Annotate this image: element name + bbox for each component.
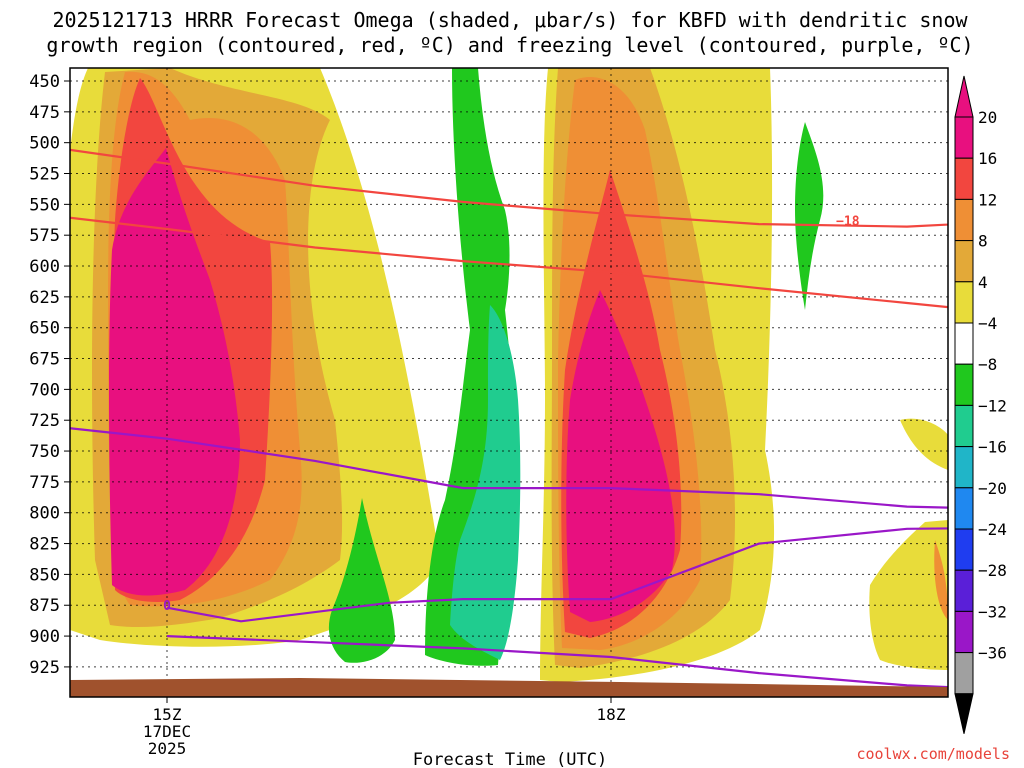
colorbar-label: 8 bbox=[978, 232, 988, 251]
x-tick-label: 18Z bbox=[597, 705, 626, 724]
omega-region-extra-3 bbox=[934, 540, 948, 620]
colorbar-label: −32 bbox=[978, 602, 1007, 621]
colorbar: 20 16 12 8 4 −4 −8 −12 −16 −20 −24 −28 −32 −36 bbox=[954, 75, 1007, 734]
plot-frame bbox=[69, 67, 949, 698]
dgz-contour-label: −18 bbox=[836, 214, 860, 229]
y-tick-label: 825 bbox=[29, 535, 60, 555]
colorbar-label: −20 bbox=[978, 479, 1007, 498]
colorbar-segment bbox=[954, 116, 974, 159]
x-tick-label: 15Z bbox=[153, 705, 182, 724]
y-tick-label: 550 bbox=[29, 195, 60, 215]
colorbar-segment bbox=[954, 363, 974, 406]
y-tick-label: 725 bbox=[29, 411, 60, 431]
y-tick-label: 625 bbox=[29, 288, 60, 308]
colorbar-label: 16 bbox=[978, 149, 997, 168]
y-tick-label: 450 bbox=[29, 72, 60, 92]
colorbar-segment bbox=[954, 240, 974, 283]
colorbar-segment bbox=[954, 198, 974, 242]
colorbar-label: 20 bbox=[978, 108, 997, 127]
colorbar-label: −24 bbox=[978, 520, 1007, 539]
colorbar-label: −12 bbox=[978, 396, 1007, 415]
y-tick-label: 850 bbox=[29, 565, 60, 585]
colorbar-segment bbox=[954, 528, 974, 571]
x-tick-year: 2025 bbox=[148, 739, 187, 758]
y-tick-label: 600 bbox=[29, 257, 60, 277]
chart-title-line2: growth region (contoured, red, ºC) and f… bbox=[46, 33, 973, 57]
y-tick-label: 575 bbox=[29, 226, 60, 246]
plot-content: −18−1200 bbox=[70, 68, 948, 697]
omega-region-13 bbox=[328, 498, 395, 663]
x-tick-date: 17DEC bbox=[143, 722, 191, 741]
freezing-level-contour-label: 0 bbox=[163, 599, 171, 614]
colorbar-segment bbox=[954, 569, 974, 612]
colorbar-label: −8 bbox=[978, 355, 997, 374]
omega-region-extra-1 bbox=[869, 520, 948, 670]
colorbar-label: 12 bbox=[978, 190, 997, 209]
y-tick-label: 650 bbox=[29, 319, 60, 339]
plot-area: −18−1200 bbox=[69, 67, 949, 698]
site-credit[interactable]: coolwx.com/models bbox=[856, 745, 1010, 763]
terrain-ground bbox=[70, 678, 948, 697]
colorbar-segment bbox=[954, 652, 974, 695]
freezing-level-contour-line bbox=[166, 635, 948, 689]
y-tick-label: 475 bbox=[29, 103, 60, 123]
colorbar-label: 4 bbox=[978, 273, 988, 292]
chart-title-line1: 2025121713 HRRR Forecast Omega (shaded, … bbox=[52, 8, 968, 32]
x-axis-label: Forecast Time (UTC) bbox=[413, 750, 607, 768]
y-tick-label: 675 bbox=[29, 350, 60, 370]
grid-lines bbox=[70, 68, 948, 697]
x-axis: 15Z17DEC202518Z21Z00Z18DEC03Z06Z bbox=[143, 697, 626, 758]
omega-region-5 bbox=[109, 148, 240, 596]
colorbar-bottom-arrow bbox=[954, 693, 974, 734]
colorbar-segment bbox=[954, 610, 974, 654]
dgz-contour-line bbox=[70, 148, 948, 228]
y-tick-label: 525 bbox=[29, 165, 60, 185]
y-tick-label: 750 bbox=[29, 442, 60, 462]
omega-region-12 bbox=[450, 305, 521, 660]
y-tick-label: 925 bbox=[29, 658, 60, 678]
colorbar-label: −4 bbox=[978, 314, 997, 333]
y-axis: 450 475 500 525 550 575 600 625 650 675 700 725 750 7… bbox=[29, 72, 70, 678]
colorbar-segment bbox=[954, 281, 974, 324]
y-tick-label: 900 bbox=[29, 627, 60, 647]
colorbar-top-arrow bbox=[954, 75, 974, 118]
contour-labels: −18−1200 bbox=[163, 214, 860, 614]
colorbar-segment bbox=[954, 446, 974, 489]
omega-region-10 bbox=[566, 290, 675, 622]
y-tick-label: 700 bbox=[29, 380, 60, 400]
omega-region-14 bbox=[795, 122, 824, 310]
dgz-contour-line bbox=[70, 216, 948, 309]
freezing-level-contour-line bbox=[70, 427, 948, 623]
y-tick-label: 800 bbox=[29, 504, 60, 524]
colorbar-label: −28 bbox=[978, 561, 1007, 580]
colorbar-segment bbox=[954, 404, 974, 448]
colorbar-segment bbox=[954, 157, 974, 200]
colorbar-segment bbox=[954, 487, 974, 530]
colorbar-segment bbox=[954, 322, 974, 365]
y-tick-label: 500 bbox=[29, 134, 60, 154]
colorbar-label: −36 bbox=[978, 644, 1007, 663]
omega-region-extra-2 bbox=[900, 418, 948, 470]
colorbar-label: −16 bbox=[978, 438, 1007, 457]
y-tick-label: 775 bbox=[29, 473, 60, 493]
y-tick-label: 875 bbox=[29, 596, 60, 616]
